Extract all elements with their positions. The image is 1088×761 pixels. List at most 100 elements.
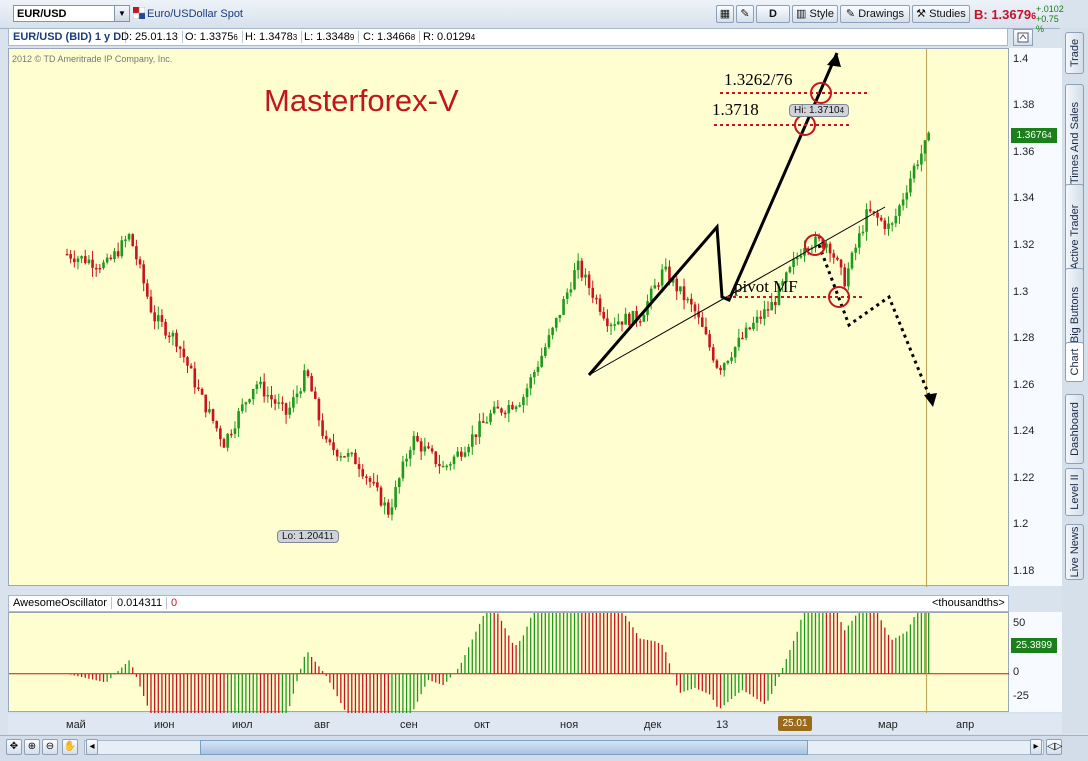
tab-trade[interactable]: Trade xyxy=(1065,32,1084,74)
candle-body xyxy=(211,409,215,422)
candle-body xyxy=(412,435,416,451)
price-tick-label: 1.26 xyxy=(1013,378,1035,391)
candle-body xyxy=(91,259,94,268)
maximize-icon[interactable] xyxy=(1013,29,1033,46)
instrument-description: Euro/USDollar Spot xyxy=(147,8,243,20)
candle-body xyxy=(631,310,635,326)
time-tick-label: май xyxy=(66,719,86,731)
candle-body xyxy=(467,446,470,453)
time-axis[interactable]: май июн июл авг сен окт ноя дек 13 мар апр xyxy=(8,714,1062,734)
info-range: R: 0.01294 xyxy=(423,31,479,43)
lo-label-text: Lo: 1.2041 xyxy=(282,531,330,542)
candle-body xyxy=(496,406,500,409)
candle-body xyxy=(777,285,781,305)
candle-body xyxy=(635,310,638,322)
candle-body xyxy=(197,387,200,390)
candle-body xyxy=(460,451,463,457)
tab-chart[interactable]: Chart xyxy=(1065,342,1084,382)
oscillator-axis[interactable]: 50 0 -25 xyxy=(1009,612,1062,712)
zoom-in-icon[interactable]: ⊕ xyxy=(24,739,40,755)
candle-body xyxy=(912,165,916,179)
symbol-input[interactable]: EUR/USD ▼ xyxy=(13,5,130,22)
tab-dashboard-label: Dashboard xyxy=(1068,402,1081,456)
candle-body xyxy=(226,433,229,448)
oscillator-value: 0.014311 xyxy=(117,597,168,609)
tab-live-news[interactable]: Live News xyxy=(1065,524,1084,580)
candle-body xyxy=(215,421,218,429)
candle-body xyxy=(602,311,606,319)
hi-label-sub: 4 xyxy=(839,106,845,115)
time-scrollbar-thumb[interactable] xyxy=(200,740,808,755)
candle-body xyxy=(376,482,379,488)
oscillator-name[interactable]: AwesomeOscillator xyxy=(13,597,112,609)
candle-body xyxy=(354,452,357,465)
hand-icon[interactable]: ✋ xyxy=(62,739,78,755)
candle-body xyxy=(481,421,485,423)
candle-body xyxy=(430,448,434,452)
candle-body xyxy=(281,402,284,404)
studies-button[interactable]: ⚒ Studies xyxy=(912,5,970,23)
candle-body xyxy=(843,267,846,287)
candle-body xyxy=(142,264,145,284)
candle-body xyxy=(401,461,405,479)
zoom-out-icon[interactable]: ⊖ xyxy=(42,739,58,755)
candle-body xyxy=(726,360,730,364)
candle-body xyxy=(894,216,898,224)
aggregation-button[interactable]: D xyxy=(756,5,790,23)
candle-body xyxy=(361,469,365,477)
right-tab-strip: Trade Times And Sales Active Trader Big … xyxy=(1062,28,1088,733)
drawings-overlay xyxy=(587,52,937,407)
style-button[interactable]: ▥ Style xyxy=(792,5,838,23)
candle-body xyxy=(186,357,189,366)
trend-zigzag-line xyxy=(587,52,839,376)
last-price-badge: 1.36764 xyxy=(1011,128,1057,143)
candle-body xyxy=(638,321,642,323)
level-circle-marker xyxy=(804,234,826,256)
candle-body xyxy=(606,318,609,327)
support-trendline xyxy=(588,206,886,376)
candle-body xyxy=(792,259,795,267)
candle-body xyxy=(105,257,109,263)
last-price-text: 1.3676 xyxy=(1016,130,1048,141)
candle-body xyxy=(324,435,328,440)
candle-body xyxy=(901,199,905,206)
candle-body xyxy=(230,433,233,436)
candle-body xyxy=(182,348,186,358)
info-low-sub: 9 xyxy=(349,33,355,42)
candle-body xyxy=(850,252,854,269)
candle-body xyxy=(219,428,222,440)
candle-body xyxy=(879,217,883,221)
grid-icon[interactable]: ▦ xyxy=(716,5,734,23)
candle-body xyxy=(94,267,98,270)
candle-body xyxy=(489,413,492,423)
drawings-button[interactable]: ✎ Drawings xyxy=(840,5,910,23)
scroll-left-icon[interactable]: ◂ xyxy=(86,739,98,755)
candle-body xyxy=(876,212,879,218)
oscillator-pane[interactable] xyxy=(8,612,1010,713)
scroll-right-icon[interactable]: ▸ xyxy=(1030,739,1042,755)
symbol-dropdown-icon[interactable]: ▼ xyxy=(114,6,129,21)
candle-body xyxy=(711,347,715,361)
candle-body xyxy=(591,287,595,298)
candle-body xyxy=(649,288,653,302)
candle-body xyxy=(124,239,127,242)
pan-icon[interactable]: ✥ xyxy=(6,739,22,755)
tab-dashboard[interactable]: Dashboard xyxy=(1065,394,1084,464)
candle-body xyxy=(146,283,149,297)
wrench-icon[interactable]: ✎ xyxy=(736,5,754,23)
candle-body xyxy=(160,315,164,322)
candle-body xyxy=(339,456,343,458)
candle-body xyxy=(533,372,536,378)
candle-body xyxy=(474,434,478,438)
candle-body xyxy=(102,262,105,269)
tab-level-ii[interactable]: Level II xyxy=(1065,468,1084,516)
candle-body xyxy=(328,439,332,443)
fit-icon[interactable]: ◁▷ xyxy=(1046,739,1062,755)
tab-active-trader-label: Active Trader xyxy=(1068,204,1081,270)
info-close-sub: 8 xyxy=(410,33,416,42)
candle-body xyxy=(295,393,299,398)
candle-body xyxy=(200,389,204,395)
candle-body xyxy=(299,391,302,394)
price-chart-pane[interactable] xyxy=(8,48,1009,587)
tab-chart-label: Chart xyxy=(1068,348,1081,376)
